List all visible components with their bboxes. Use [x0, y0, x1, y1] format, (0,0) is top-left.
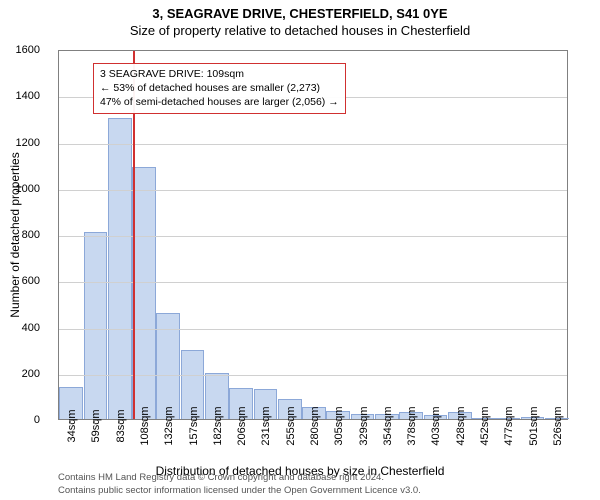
x-tick-mark: [240, 420, 241, 424]
gridline: [59, 282, 567, 283]
x-tick-mark: [216, 420, 217, 424]
gridline: [59, 190, 567, 191]
x-tick-mark: [507, 420, 508, 424]
x-tick-mark: [556, 420, 557, 424]
x-tick-mark: [70, 420, 71, 424]
y-tick-label: 1200: [0, 137, 40, 149]
x-tick-mark: [410, 420, 411, 424]
x-tick-label: 83sqm: [115, 409, 127, 442]
x-tick-mark: [532, 420, 533, 424]
x-tick-label: 378sqm: [406, 406, 418, 445]
footer-attribution: Contains HM Land Registry data © Crown c…: [58, 472, 421, 497]
x-tick-mark: [459, 420, 460, 424]
x-tick-label: 526sqm: [552, 406, 564, 445]
annotation-line: 47% of semi-detached houses are larger (…: [100, 95, 339, 109]
x-tick-mark: [192, 420, 193, 424]
gridline: [59, 329, 567, 330]
x-tick-mark: [143, 420, 144, 424]
x-tick-mark: [264, 420, 265, 424]
x-tick-label: 305sqm: [333, 406, 345, 445]
page-subtitle: Size of property relative to detached ho…: [0, 21, 600, 38]
x-tick-label: 477sqm: [503, 406, 515, 445]
x-tick-label: 157sqm: [188, 406, 200, 445]
x-tick-label: 280sqm: [309, 406, 321, 445]
annotation-line: 3 SEAGRAVE DRIVE: 109sqm: [100, 67, 339, 81]
page-title: 3, SEAGRAVE DRIVE, CHESTERFIELD, S41 0YE: [0, 0, 600, 21]
histogram-chart: 3 SEAGRAVE DRIVE: 109sqm← 53% of detache…: [58, 50, 568, 420]
x-tick-mark: [434, 420, 435, 424]
x-tick-label: 59sqm: [90, 409, 102, 442]
x-tick-mark: [483, 420, 484, 424]
x-tick-label: 108sqm: [139, 406, 151, 445]
histogram-bar: [84, 232, 108, 419]
footer-line-1: Contains HM Land Registry data © Crown c…: [58, 472, 421, 484]
x-tick-mark: [386, 420, 387, 424]
y-tick-label: 200: [0, 368, 40, 380]
gridline: [59, 144, 567, 145]
x-tick-label: 452sqm: [479, 406, 491, 445]
y-tick-label: 800: [0, 229, 40, 241]
x-tick-label: 34sqm: [66, 409, 78, 442]
footer-line-2: Contains public sector information licen…: [58, 485, 421, 497]
x-tick-mark: [167, 420, 168, 424]
x-tick-label: 428sqm: [455, 406, 467, 445]
y-tick-label: 1400: [0, 90, 40, 102]
x-tick-label: 329sqm: [358, 406, 370, 445]
gridline: [59, 236, 567, 237]
x-tick-mark: [362, 420, 363, 424]
x-tick-label: 354sqm: [382, 406, 394, 445]
x-tick-mark: [337, 420, 338, 424]
histogram-bar: [132, 167, 156, 419]
x-tick-label: 132sqm: [163, 406, 175, 445]
x-tick-label: 231sqm: [260, 406, 272, 445]
x-tick-label: 501sqm: [528, 406, 540, 445]
y-tick-label: 400: [0, 322, 40, 334]
x-tick-mark: [313, 420, 314, 424]
y-tick-label: 0: [0, 414, 40, 426]
gridline: [59, 375, 567, 376]
x-tick-mark: [94, 420, 95, 424]
annotation-line: ← 53% of detached houses are smaller (2,…: [100, 81, 339, 95]
x-tick-label: 206sqm: [236, 406, 248, 445]
y-tick-label: 600: [0, 275, 40, 287]
y-tick-label: 1600: [0, 44, 40, 56]
x-tick-mark: [119, 420, 120, 424]
annotation-box: 3 SEAGRAVE DRIVE: 109sqm← 53% of detache…: [93, 63, 346, 114]
x-tick-label: 403sqm: [430, 406, 442, 445]
x-tick-label: 182sqm: [212, 406, 224, 445]
x-tick-mark: [289, 420, 290, 424]
y-tick-label: 1000: [0, 183, 40, 195]
x-tick-label: 255sqm: [285, 406, 297, 445]
